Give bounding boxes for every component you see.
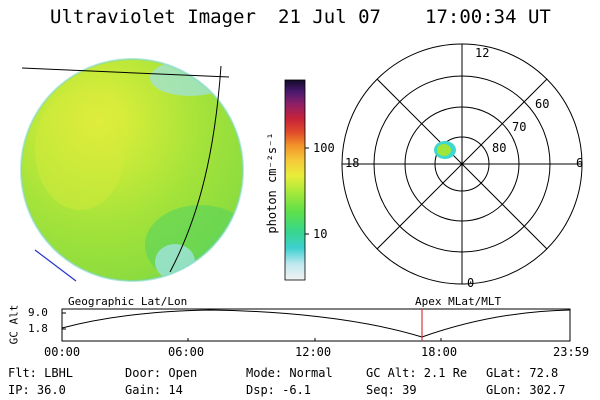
timeline-xtick-0: 00:00 [44,345,81,359]
timeline-right-caption: Apex MLat/MLT [415,295,502,308]
status-ip: IP: 36.0 [8,383,66,397]
auroral-image [20,58,244,282]
colorbar [284,79,309,281]
timeline-ytick-high: 9.0 [28,306,48,319]
timeline-ylabel: GC Alt [7,304,21,345]
status-gc-alt: GC Alt: 2.1 Re [366,366,468,380]
colorbar-tick-10: 10 [313,227,328,241]
polar-aurora-spot [434,141,456,159]
date-label: 21 Jul 07 [278,6,381,28]
horizon-line [21,67,230,78]
timeline-xtick-1: 06:00 [168,345,205,359]
status-mode: Mode: Normal [246,366,333,380]
mlt-label-12: 12 [475,46,490,60]
timeline-xtick-3: 18:00 [421,345,458,359]
timeline-left-caption: Geographic Lat/Lon [68,295,188,308]
lat-label-70: 70 [512,120,527,134]
status-glon: GLon: 302.7 [486,383,566,397]
colorbar-tick-100: 100 [313,141,335,155]
colorbar-unit-label: photon cm⁻²s⁻¹ [265,132,279,234]
timeline-ytick-low: 1.8 [28,322,48,335]
status-dsp: Dsp: -6.1 [246,383,312,397]
polar-grid [341,43,583,285]
limb-marker-line [34,249,77,282]
terminator-line [169,65,222,273]
mlt-label-18: 18 [345,156,360,170]
status-gain: Gain: 14 [125,383,183,397]
app-title: Ultraviolet Imager [50,6,256,28]
time-label: 17:00:34 UT [425,6,551,28]
status-seq: Seq: 39 [366,383,417,397]
timeline-xtick-2: 12:00 [295,345,332,359]
lat-label-60: 60 [535,97,550,111]
lat-label-80: 80 [492,141,507,155]
timeline-xtick-4: 23:59 [553,345,590,359]
altitude-timeline [61,308,571,342]
mlt-label-6: 6 [576,156,584,170]
mlt-label-0: 0 [467,276,475,290]
status-glat: GLat: 72.8 [486,366,559,380]
status-door: Door: Open [125,366,198,380]
status-flt: Flt: LBHL [8,366,74,380]
